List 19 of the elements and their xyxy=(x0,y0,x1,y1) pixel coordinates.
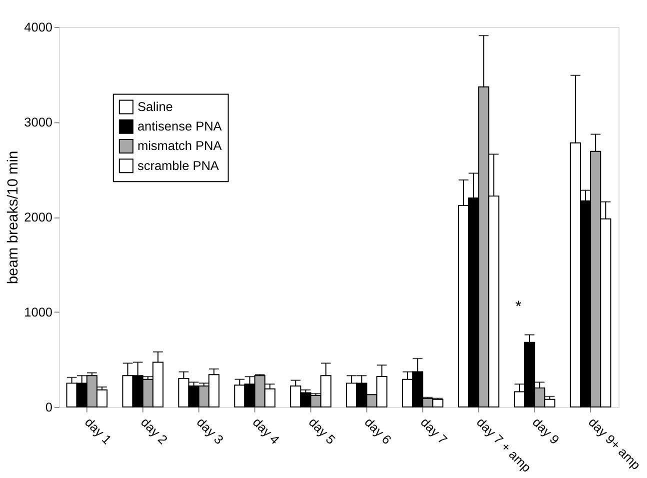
legend-label: Saline xyxy=(137,98,173,114)
legend-label: antisense PNA xyxy=(137,118,222,134)
y-tick-label: 1000 xyxy=(24,304,53,320)
x-tick-label: day 7 xyxy=(418,414,450,448)
x-tick-label: day 4 xyxy=(250,414,283,448)
legend-label: mismatch PNA xyxy=(137,138,222,154)
x-tick-label: day 3 xyxy=(194,414,227,448)
y-tick-label: 4000 xyxy=(24,19,53,34)
x-tick-label: day 6 xyxy=(362,414,394,448)
y-tick-label: 0 xyxy=(45,399,53,414)
x-tick-label: day 1 xyxy=(82,414,115,448)
annotation: * xyxy=(515,298,522,316)
x-tick-label: day 5 xyxy=(306,414,339,448)
y-tick-label: 2000 xyxy=(24,209,53,224)
x-tick-label: day 2 xyxy=(138,414,171,448)
legend-label: scramble PNA xyxy=(137,158,220,173)
x-tick-label: day 9+ amp xyxy=(586,414,644,472)
y-axis-title: beam breaks/10 min xyxy=(5,150,22,284)
y-tick-label: 3000 xyxy=(24,114,53,130)
